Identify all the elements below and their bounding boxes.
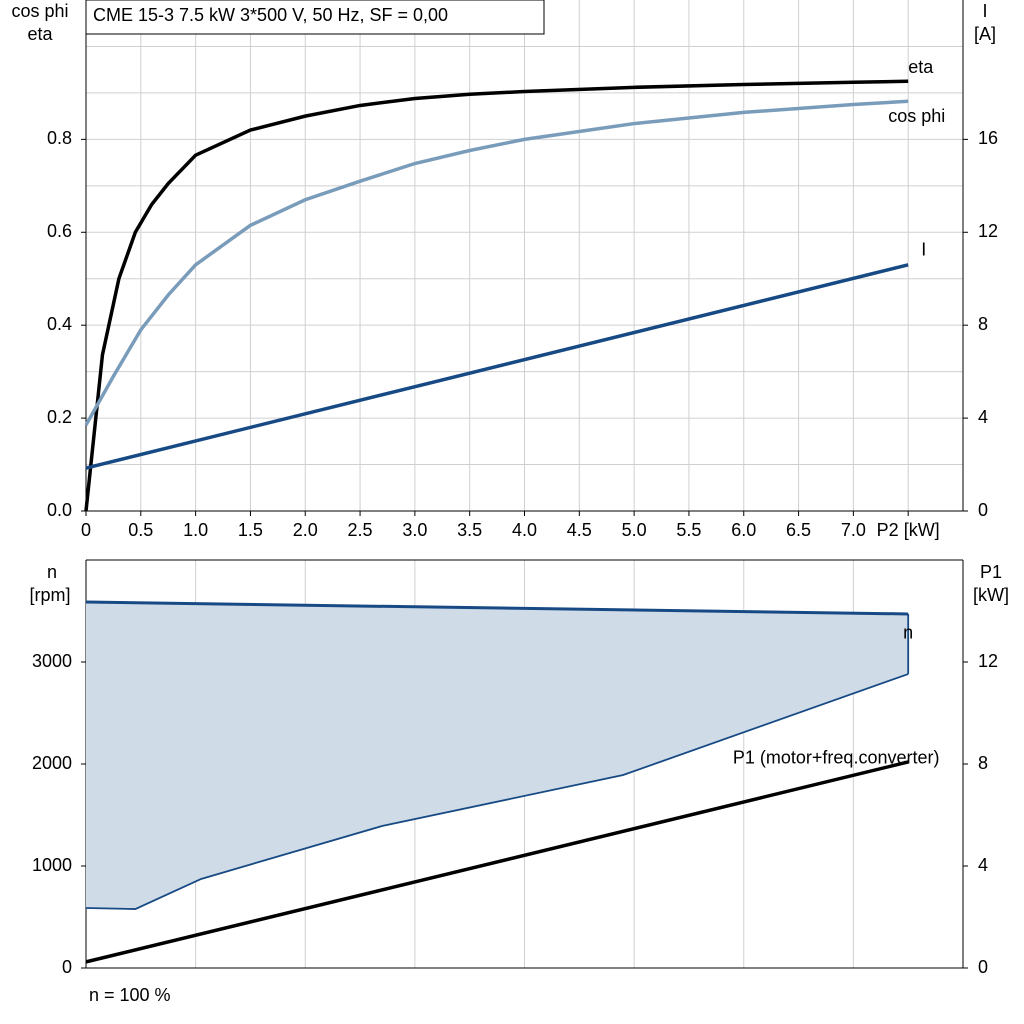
y2-tick-label: 8 — [978, 753, 988, 773]
y-axis-label: cos phi — [11, 1, 68, 21]
x-tick-label: 1.0 — [183, 520, 208, 540]
x-tick-label: 1.5 — [238, 520, 263, 540]
y-tick-label: 1000 — [32, 855, 72, 875]
range-area — [86, 602, 909, 910]
x-tick-label: 2.5 — [348, 520, 373, 540]
x-tick-label: 3.0 — [402, 520, 427, 540]
y-tick-label: 0.0 — [47, 500, 72, 520]
x-tick-label: 5.0 — [622, 520, 647, 540]
y-tick-label: 3000 — [32, 651, 72, 671]
x-tick-label: 0.5 — [128, 520, 153, 540]
y2-tick-label: 12 — [978, 221, 998, 241]
series-label: eta — [908, 57, 934, 77]
x-tick-label: 5.5 — [676, 520, 701, 540]
x-tick-label: 6.0 — [731, 520, 756, 540]
series-line — [84, 99, 909, 426]
range-upper — [85, 600, 909, 616]
y2-axis-label: [kW] — [973, 585, 1009, 605]
series-line — [85, 263, 909, 470]
x-tick-label: 6.5 — [786, 520, 811, 540]
series-label: P1 (motor+freq.converter) — [733, 748, 940, 768]
y2-tick-label: 4 — [978, 855, 988, 875]
y-axis-label: n — [47, 562, 57, 582]
x-tick-label: P2 [kW] — [877, 520, 940, 540]
y-tick-label: 0 — [62, 957, 72, 977]
y2-tick-label: 8 — [978, 314, 988, 334]
series-label: n — [903, 623, 913, 643]
footnote: n = 100 % — [89, 985, 171, 1005]
y-tick-label: 0.6 — [47, 221, 72, 241]
title-box — [85, 0, 545, 35]
series-line — [85, 760, 909, 964]
x-tick-label: 3.5 — [457, 520, 482, 540]
series-label: I — [921, 240, 926, 260]
y2-tick-label: 12 — [978, 651, 998, 671]
y-tick-label: 0.4 — [47, 314, 72, 334]
y-tick-label: 2000 — [32, 753, 72, 773]
y2-tick-label: 4 — [978, 407, 988, 427]
y2-tick-label: 0 — [978, 957, 988, 977]
series-label: cos phi — [888, 106, 945, 126]
y2-tick-label: 0 — [978, 500, 988, 520]
x-tick-label: 7.0 — [841, 520, 866, 540]
chart-title: CME 15-3 7.5 kW 3*500 V, 50 Hz, SF = 0,0… — [93, 5, 448, 25]
y2-tick-label: 16 — [978, 128, 998, 148]
x-tick-label: 2.0 — [293, 520, 318, 540]
y2-axis-label: I — [982, 1, 987, 21]
y-axis-label: eta — [27, 24, 53, 44]
range-lower — [85, 673, 909, 910]
y2-axis-label: P1 — [980, 562, 1002, 582]
x-tick-label: 4.0 — [512, 520, 537, 540]
y-tick-label: 0.8 — [47, 128, 72, 148]
y-tick-label: 0.2 — [47, 407, 72, 427]
x-tick-label: 0 — [81, 520, 91, 540]
series-line — [84, 79, 909, 512]
y-axis-label: [rpm] — [29, 585, 70, 605]
x-tick-label: 4.5 — [567, 520, 592, 540]
y2-axis-label: [A] — [974, 24, 996, 44]
